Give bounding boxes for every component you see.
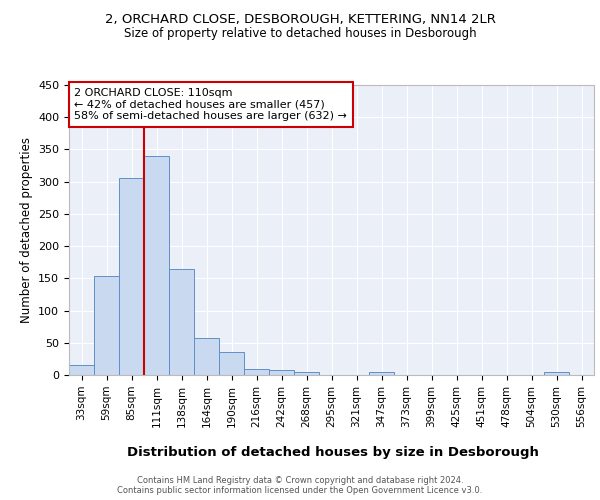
Bar [69, 364, 94, 375]
Text: 2, ORCHARD CLOSE, DESBOROUGH, KETTERING, NN14 2LR: 2, ORCHARD CLOSE, DESBOROUGH, KETTERING,… [104, 12, 496, 26]
Bar [94, 276, 119, 375]
Bar [294, 372, 319, 375]
Bar [144, 156, 169, 375]
Text: Distribution of detached houses by size in Desborough: Distribution of detached houses by size … [127, 446, 539, 459]
Bar [544, 372, 569, 375]
Bar [119, 178, 144, 375]
Bar [194, 338, 219, 375]
Bar [169, 268, 194, 375]
Text: 2 ORCHARD CLOSE: 110sqm
← 42% of detached houses are smaller (457)
58% of semi-d: 2 ORCHARD CLOSE: 110sqm ← 42% of detache… [74, 88, 347, 121]
Text: Size of property relative to detached houses in Desborough: Size of property relative to detached ho… [124, 28, 476, 40]
Bar [219, 352, 244, 375]
Y-axis label: Number of detached properties: Number of detached properties [20, 137, 32, 323]
Text: Contains HM Land Registry data © Crown copyright and database right 2024.
Contai: Contains HM Land Registry data © Crown c… [118, 476, 482, 495]
Bar [269, 370, 294, 375]
Bar [369, 372, 394, 375]
Bar [244, 368, 269, 375]
